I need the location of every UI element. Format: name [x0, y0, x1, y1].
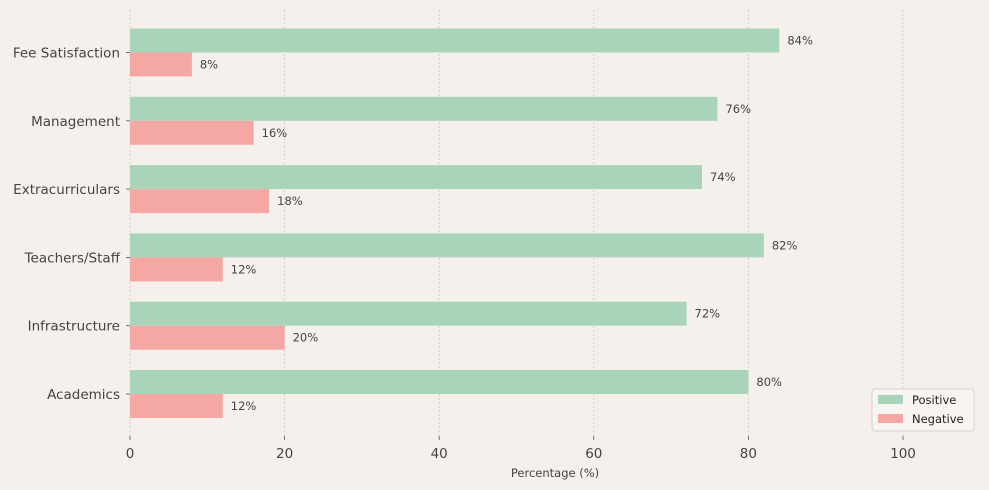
legend-label-positive: Positive: [912, 393, 956, 407]
x-tick-label: 40: [431, 446, 448, 462]
category-label: Management: [31, 114, 120, 130]
negative-bar: [130, 257, 223, 282]
x-tick-label: 0: [126, 446, 135, 462]
grid-lines: [129, 10, 904, 436]
negative-data-label: 12%: [231, 262, 257, 276]
data-labels: 80% 12% 72% 20% 82% 12% 74% 18% 76% 16% 84% 8%: [200, 34, 813, 414]
x-tick-label: 60: [585, 446, 602, 462]
category-label: Fee Satisfaction: [13, 46, 120, 62]
negative-data-label: 8%: [200, 58, 218, 72]
x-tick-label: 80: [740, 446, 757, 462]
negative-bar: [130, 120, 254, 145]
positive-data-label: 72%: [695, 307, 721, 321]
bars: [130, 28, 780, 418]
legend-swatch-negative: [878, 414, 903, 423]
positive-bar: [130, 165, 703, 190]
negative-bar: [130, 394, 223, 418]
legend-swatch-positive: [878, 395, 903, 404]
category-label: Academics: [47, 387, 120, 403]
positive-data-label: 82%: [772, 238, 798, 252]
negative-bar: [130, 52, 192, 77]
x-tick-label: 100: [890, 446, 916, 462]
negative-data-label: 12%: [231, 399, 257, 413]
positive-data-label: 74%: [710, 170, 736, 184]
x-tick-label: 20: [276, 446, 293, 462]
negative-data-label: 18%: [277, 194, 303, 208]
axes: 0 20 40 60 80 100 Academics Infrastructure Teach…: [13, 46, 916, 463]
negative-data-label: 20%: [293, 331, 319, 345]
positive-data-label: 80%: [756, 375, 782, 389]
category-label: Teachers/Staff: [24, 250, 121, 266]
positive-bar: [130, 28, 780, 53]
category-label: Infrastructure: [28, 319, 120, 335]
legend-label-negative: Negative: [912, 412, 964, 426]
legend: Positive Negative: [871, 388, 975, 432]
positive-data-label: 76%: [725, 102, 751, 116]
negative-data-label: 16%: [262, 126, 288, 140]
positive-bar: [130, 96, 718, 121]
x-axis-title: Percentage (%): [511, 466, 599, 480]
negative-bar: [130, 325, 285, 350]
positive-data-label: 84%: [787, 34, 813, 48]
positive-bar: [130, 301, 687, 326]
positive-bar: [130, 370, 749, 394]
category-label: Extracurriculars: [13, 182, 120, 198]
negative-bar: [130, 189, 270, 214]
positive-bar: [130, 233, 764, 258]
